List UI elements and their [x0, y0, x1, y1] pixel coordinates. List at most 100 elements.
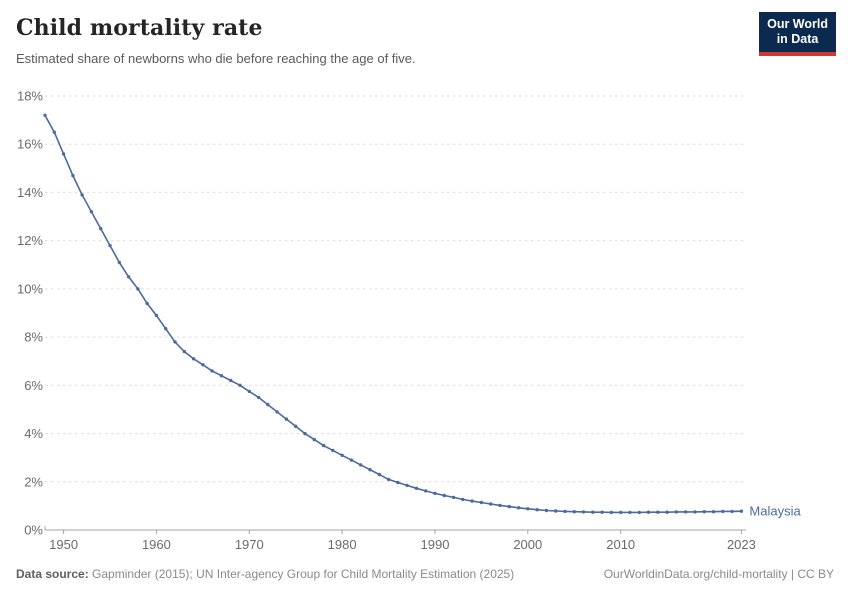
data-point[interactable]: [294, 424, 298, 428]
data-point[interactable]: [414, 486, 419, 490]
entity-label-malaysia[interactable]: Malaysia: [749, 504, 801, 519]
x-tick-label: 1960: [142, 537, 171, 552]
data-point[interactable]: [164, 327, 168, 331]
data-point[interactable]: [721, 509, 725, 514]
data-point[interactable]: [544, 508, 549, 513]
data-point[interactable]: [386, 477, 391, 482]
data-point[interactable]: [284, 417, 289, 421]
data-point[interactable]: [451, 495, 456, 500]
data-point[interactable]: [646, 510, 651, 514]
y-tick-label: 6%: [24, 378, 43, 393]
y-tick-label: 2%: [24, 474, 43, 489]
data-point[interactable]: [71, 173, 75, 178]
data-point[interactable]: [693, 510, 697, 514]
data-point[interactable]: [108, 243, 112, 248]
data-point[interactable]: [572, 510, 576, 514]
data-point[interactable]: [424, 489, 428, 493]
data-point[interactable]: [368, 468, 372, 472]
owid-logo-line2: in Data: [776, 32, 819, 47]
data-point[interactable]: [349, 458, 354, 462]
chart-subtitle: Estimated share of newborns who die befo…: [16, 51, 416, 67]
data-point[interactable]: [303, 431, 307, 436]
data-point[interactable]: [609, 510, 614, 515]
chart-footer: Data source: Gapminder (2015); UN Inter-…: [16, 567, 834, 583]
data-point[interactable]: [201, 363, 205, 367]
data-point[interactable]: [340, 453, 344, 457]
data-point[interactable]: [405, 483, 409, 488]
data-point[interactable]: [619, 510, 623, 515]
data-point[interactable]: [238, 383, 242, 387]
data-point[interactable]: [117, 260, 122, 265]
data-point[interactable]: [674, 510, 679, 514]
data-point[interactable]: [80, 193, 84, 197]
y-tick-label: 8%: [24, 330, 43, 345]
data-point[interactable]: [739, 509, 744, 513]
data-point[interactable]: [136, 287, 140, 291]
y-tick-label: 4%: [24, 426, 43, 441]
y-tick-label: 12%: [17, 233, 43, 248]
data-point[interactable]: [266, 402, 270, 407]
data-point[interactable]: [507, 504, 511, 509]
owid-logo[interactable]: Our World in Data: [759, 12, 836, 56]
data-point[interactable]: [684, 510, 688, 514]
data-point[interactable]: [377, 472, 381, 477]
data-point[interactable]: [154, 313, 159, 318]
malaysia-line[interactable]: [44, 114, 742, 514]
data-source: Data source: Gapminder (2015); UN Inter-…: [16, 567, 514, 583]
data-point[interactable]: [711, 510, 716, 514]
data-point[interactable]: [182, 349, 186, 354]
data-point[interactable]: [173, 340, 177, 344]
data-point[interactable]: [461, 497, 465, 502]
owid-link[interactable]: OurWorldinData.org/child-mortality | CC …: [603, 567, 834, 581]
data-point[interactable]: [637, 510, 641, 515]
data-point[interactable]: [52, 130, 56, 134]
y-tick-label: 10%: [17, 281, 43, 296]
data-point[interactable]: [656, 510, 660, 514]
page-title: Child mortality rate: [16, 15, 263, 41]
data-point[interactable]: [43, 113, 47, 118]
data-point[interactable]: [256, 395, 261, 400]
data-point[interactable]: [321, 443, 326, 448]
data-point[interactable]: [628, 510, 632, 515]
data-point[interactable]: [359, 463, 363, 467]
data-source-label: Data source:: [16, 567, 89, 581]
data-point[interactable]: [61, 152, 66, 156]
data-source-text: Gapminder (2015); UN Inter-agency Group …: [92, 567, 515, 581]
data-point[interactable]: [145, 301, 149, 306]
data-point[interactable]: [99, 226, 103, 231]
data-point[interactable]: [730, 509, 734, 514]
data-point[interactable]: [331, 448, 335, 453]
data-point[interactable]: [247, 389, 251, 394]
data-point[interactable]: [470, 499, 474, 503]
data-point[interactable]: [433, 491, 437, 496]
x-tick-label: 1980: [328, 537, 357, 552]
data-point[interactable]: [516, 506, 521, 510]
y-tick-label: 16%: [17, 137, 43, 152]
data-point[interactable]: [665, 510, 669, 514]
data-point[interactable]: [229, 378, 233, 383]
data-point[interactable]: [191, 357, 196, 361]
data-point[interactable]: [702, 510, 706, 514]
data-point[interactable]: [89, 210, 94, 214]
data-point[interactable]: [442, 493, 446, 498]
data-point[interactable]: [126, 275, 131, 279]
data-point[interactable]: [563, 509, 567, 514]
data-point[interactable]: [479, 500, 484, 505]
data-point[interactable]: [312, 437, 316, 442]
data-point[interactable]: [498, 503, 502, 508]
x-tick-label: 1950: [49, 537, 78, 552]
data-point[interactable]: [275, 410, 279, 414]
x-tick-label: 1970: [235, 537, 264, 552]
malaysia-line-markers[interactable]: [43, 113, 744, 515]
x-tick-label: 2010: [606, 537, 635, 552]
data-point[interactable]: [219, 374, 224, 378]
data-point[interactable]: [554, 509, 558, 513]
data-point[interactable]: [526, 507, 530, 511]
data-point[interactable]: [396, 480, 400, 485]
data-point[interactable]: [489, 502, 493, 506]
data-point[interactable]: [535, 508, 539, 512]
data-point[interactable]: [210, 369, 214, 373]
data-point[interactable]: [591, 510, 595, 514]
data-point[interactable]: [600, 510, 604, 514]
data-point[interactable]: [581, 510, 586, 514]
